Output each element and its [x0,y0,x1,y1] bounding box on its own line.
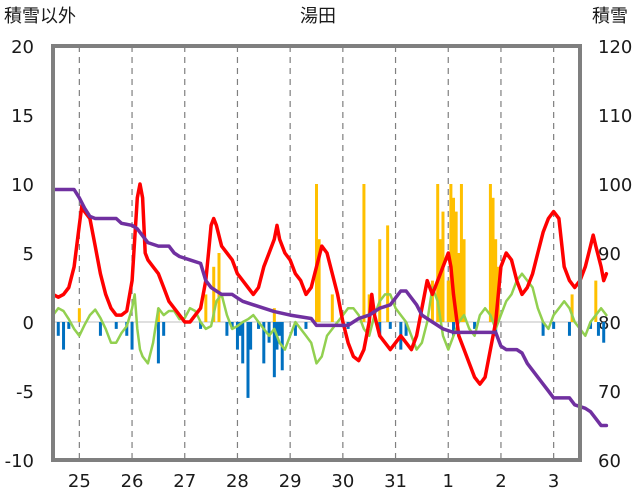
x-tick-label: 27 [173,471,196,492]
x-tick-label: 30 [331,471,354,492]
y-right-tick-label: 90 [598,244,621,265]
y-left-tick-label: -5 [16,382,34,403]
bar [272,308,276,322]
bar [217,253,221,322]
bar [436,184,440,322]
bar [541,322,545,336]
bar [449,184,453,322]
bar [404,322,408,336]
y-left-tick-label: 20 [11,37,34,58]
bar [494,239,498,322]
bar [67,322,71,329]
x-tick-label: 26 [121,471,144,492]
bar [567,322,571,336]
bar [473,322,477,329]
bar [238,322,242,336]
bar [262,322,266,364]
y-right-tick-label: 110 [598,106,632,127]
bar [596,322,600,336]
bar [462,239,466,322]
bar [452,197,456,322]
series-line [51,187,609,428]
bar [362,184,366,322]
bar [430,280,434,322]
y-right-tick-label: 70 [598,382,621,403]
bar [570,294,574,322]
bar [98,322,102,336]
series-line [51,182,609,386]
bar [454,211,458,322]
bar [378,239,382,322]
bar [457,253,461,322]
bar [77,308,81,322]
x-tick-label: 29 [279,471,302,492]
y-right-tick-label: 120 [598,37,632,58]
bar [317,239,321,322]
bar [130,322,134,350]
right-axis-title: 積雪 [592,6,628,27]
y-left-tick-label: 15 [11,106,34,127]
bar [552,322,556,329]
bar [249,322,253,350]
bar [330,294,334,322]
bar [62,322,66,350]
chart-title: 湯田 [300,6,336,27]
bar [212,266,216,322]
bar [388,322,392,329]
x-tick-label: 31 [384,471,407,492]
y-right-tick-label: 100 [598,175,632,196]
bar [272,322,276,378]
bar [304,322,308,329]
bar [446,280,450,322]
y-left-tick-label: 5 [23,244,34,265]
bar [491,197,495,322]
bar [235,322,239,350]
bar [459,184,463,322]
bar [241,322,245,364]
bar [315,184,318,322]
x-tick-label: 3 [548,471,559,492]
bar [199,322,203,329]
y-left-tick-label: 0 [23,313,34,334]
x-tick-label: 25 [68,471,91,492]
bar [594,280,598,322]
x-tick-label: 1 [443,471,454,492]
bar [257,322,261,329]
x-tick-label: 2 [495,471,506,492]
x-tick-label: 28 [226,471,249,492]
y-right-tick-label: 60 [598,451,621,472]
bar [589,322,593,329]
left-axis-title: 積雪以外 [4,6,76,27]
bar [156,322,160,364]
bar [488,184,492,322]
bar [125,322,129,336]
bar [225,322,229,336]
bar [267,322,271,343]
axes-layer: 25 26 27 28 29 30 31 1 2 3 20 15 10 5 0 -5 -10 120 110 100 9… [5,37,633,492]
bar [162,322,166,336]
plot-frame [51,44,582,462]
bar [278,322,282,336]
plot-layer [51,182,609,428]
y-left-tick-label: 10 [11,175,34,196]
series-line [51,272,608,365]
bar [204,294,208,322]
y-left-tick-label: -10 [5,451,34,472]
bar [246,322,250,398]
bar [452,322,456,336]
y-right-tick-label: 80 [598,313,621,334]
bar [386,225,390,322]
bar [602,322,606,343]
bar [56,322,60,336]
bar [438,239,442,322]
bar [293,322,297,336]
bar [114,322,118,329]
